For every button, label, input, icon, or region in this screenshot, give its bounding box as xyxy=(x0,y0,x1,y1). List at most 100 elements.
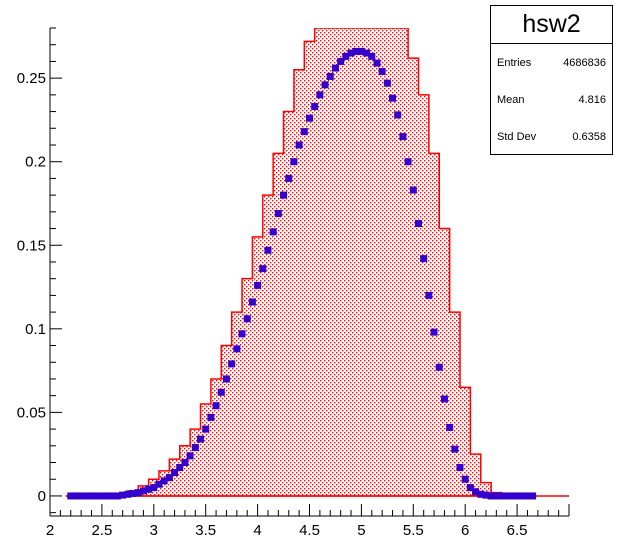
stats-row-entries: Entries 4686836 xyxy=(491,44,612,81)
data-point xyxy=(451,445,459,453)
data-point xyxy=(352,47,360,55)
data-point xyxy=(181,459,189,467)
x-tick-label: 2.5 xyxy=(91,522,112,539)
data-point xyxy=(482,491,490,499)
x-tick-label: 5 xyxy=(357,522,365,539)
data-point xyxy=(492,492,500,500)
data-point xyxy=(456,464,464,472)
y-tick-label: 0 xyxy=(38,488,46,505)
data-point xyxy=(342,52,350,60)
data-point xyxy=(238,330,246,338)
data-point xyxy=(306,114,313,122)
stats-mean-label: Mean xyxy=(497,93,525,106)
x-tick-label: 6 xyxy=(461,522,469,539)
data-point xyxy=(326,72,334,80)
x-tick-label: 3 xyxy=(150,522,158,539)
data-point xyxy=(508,492,516,500)
data-point xyxy=(222,375,230,383)
data-point xyxy=(487,492,495,500)
data-point xyxy=(373,59,381,67)
y-tick-label: 0.1 xyxy=(25,321,46,338)
data-point xyxy=(202,425,210,433)
data-point xyxy=(139,487,147,495)
data-point xyxy=(217,388,225,396)
data-point xyxy=(165,474,173,482)
data-point xyxy=(503,492,511,500)
stats-row-stddev: Std Dev 0.6358 xyxy=(491,118,612,155)
data-point xyxy=(108,492,116,500)
data-point xyxy=(523,492,531,500)
data-point xyxy=(259,265,267,273)
x-tick-label: 6.5 xyxy=(507,522,528,539)
stats-entries-label: Entries xyxy=(497,56,532,69)
data-point xyxy=(248,298,256,306)
data-point xyxy=(197,435,205,443)
data-point xyxy=(389,94,397,102)
data-point xyxy=(82,492,90,500)
marker-series xyxy=(67,47,537,500)
data-point xyxy=(477,490,485,498)
data-point xyxy=(440,395,448,403)
data-point xyxy=(498,492,506,500)
data-point xyxy=(399,133,407,141)
data-point xyxy=(347,49,355,57)
data-point xyxy=(233,345,241,353)
data-point xyxy=(529,492,537,500)
data-point xyxy=(129,489,137,497)
data-point xyxy=(119,491,127,499)
data-point xyxy=(368,52,376,60)
histogram-outline xyxy=(65,28,533,497)
data-point xyxy=(150,484,158,492)
y-tick-label: 0.2 xyxy=(25,154,46,171)
data-point xyxy=(228,360,236,368)
data-point xyxy=(254,281,262,289)
data-point xyxy=(160,477,168,485)
y-tick-label: 0.05 xyxy=(17,404,46,421)
data-point xyxy=(337,57,345,65)
data-point xyxy=(513,492,521,500)
x-tick-label: 4 xyxy=(253,522,261,539)
plot-area xyxy=(65,28,569,500)
data-point xyxy=(472,488,480,496)
data-point xyxy=(321,81,329,89)
data-point xyxy=(124,490,132,498)
data-point xyxy=(425,291,433,299)
data-point xyxy=(134,489,142,497)
data-point xyxy=(414,220,422,228)
stats-row-mean: Mean 4.816 xyxy=(491,81,612,118)
data-point xyxy=(316,91,324,99)
stats-stddev-value: 0.6358 xyxy=(572,130,606,143)
data-point xyxy=(300,128,308,136)
data-point xyxy=(77,492,85,500)
data-point xyxy=(446,423,454,431)
data-point xyxy=(93,492,101,500)
stats-mean-value: 4.816 xyxy=(578,93,606,106)
data-point xyxy=(243,315,251,323)
data-point xyxy=(466,484,474,492)
data-point xyxy=(67,492,75,500)
data-point xyxy=(394,111,402,119)
data-point xyxy=(518,492,526,500)
data-point xyxy=(430,328,438,336)
data-point xyxy=(378,67,386,75)
data-point xyxy=(404,158,412,166)
data-point xyxy=(145,485,153,493)
data-point xyxy=(264,246,272,254)
data-point xyxy=(212,402,220,410)
data-point xyxy=(363,49,371,57)
stats-stddev-label: Std Dev xyxy=(497,130,537,143)
data-point xyxy=(274,210,282,218)
axes: 2 2.5 3 3.5 4 4.5 5 5.5 6 6.5 0 0.05 0.1 0.15 0.2 0.25 xyxy=(17,27,570,539)
data-point xyxy=(98,492,106,500)
x-tick-label: 4.5 xyxy=(299,522,320,539)
data-point xyxy=(280,191,288,199)
data-point xyxy=(420,255,428,263)
data-point xyxy=(331,64,339,72)
data-point xyxy=(103,492,111,500)
stats-box: hsw2 Entries 4686836 Mean 4.816 Std Dev … xyxy=(490,5,613,155)
data-point xyxy=(176,464,184,472)
data-point xyxy=(435,363,443,371)
data-point xyxy=(171,469,179,477)
data-point xyxy=(207,413,215,421)
